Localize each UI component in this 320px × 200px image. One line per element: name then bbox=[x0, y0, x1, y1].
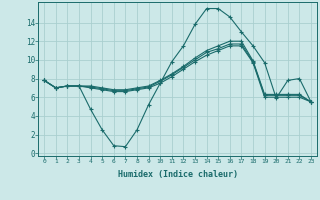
X-axis label: Humidex (Indice chaleur): Humidex (Indice chaleur) bbox=[118, 170, 238, 179]
